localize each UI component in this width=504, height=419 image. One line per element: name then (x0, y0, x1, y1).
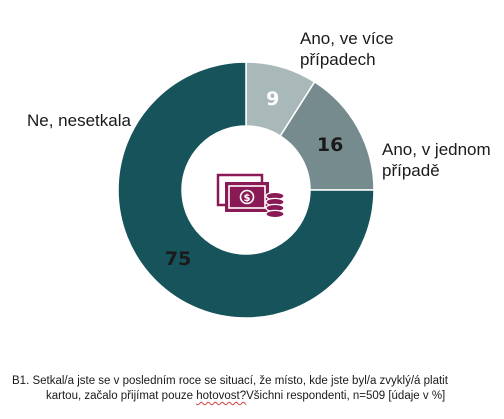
donut-slices (117, 61, 375, 319)
donut-value-label-1: 16 (317, 134, 343, 156)
chart-footnote: B1. Setkal/a jste se v posledním roce se… (12, 374, 492, 404)
footnote-spellcheck-word: hotovost? (196, 390, 247, 402)
money-cash-coins-icon: $ (216, 173, 285, 219)
category-label-ano-v-jednom-pripade: Ano, v jednom případě (382, 139, 491, 181)
category-label-line: případech (300, 50, 376, 69)
category-label-line: Ano, v jednom (382, 140, 491, 159)
svg-text:$: $ (244, 193, 251, 204)
footnote-text: kartou, začalo přijímat pouze (46, 390, 197, 402)
footnote-text: Všichni respondenti, n=509 [údaje v %] (246, 390, 446, 402)
category-label-ano-ve-vice-pripadech: Ano, ve více případech (300, 28, 394, 70)
donut-value-label-2: 75 (165, 248, 191, 270)
category-label-ne-nesetkala: Ne, nesetkala (27, 110, 131, 131)
donut-value-labels: 9 16 75 (165, 88, 343, 270)
category-label-line: Ano, ve více (300, 29, 394, 48)
donut-value-label-0: 9 (266, 88, 279, 110)
footnote-line-1: B1. Setkal/a jste se v posledním roce se… (12, 375, 448, 387)
category-label-line: případě (382, 161, 440, 180)
footnote-line-2: kartou, začalo přijímat pouze hotovost?V… (12, 389, 492, 404)
category-label-line: Ne, nesetkala (27, 111, 131, 130)
donut-slice-2 (117, 61, 375, 319)
